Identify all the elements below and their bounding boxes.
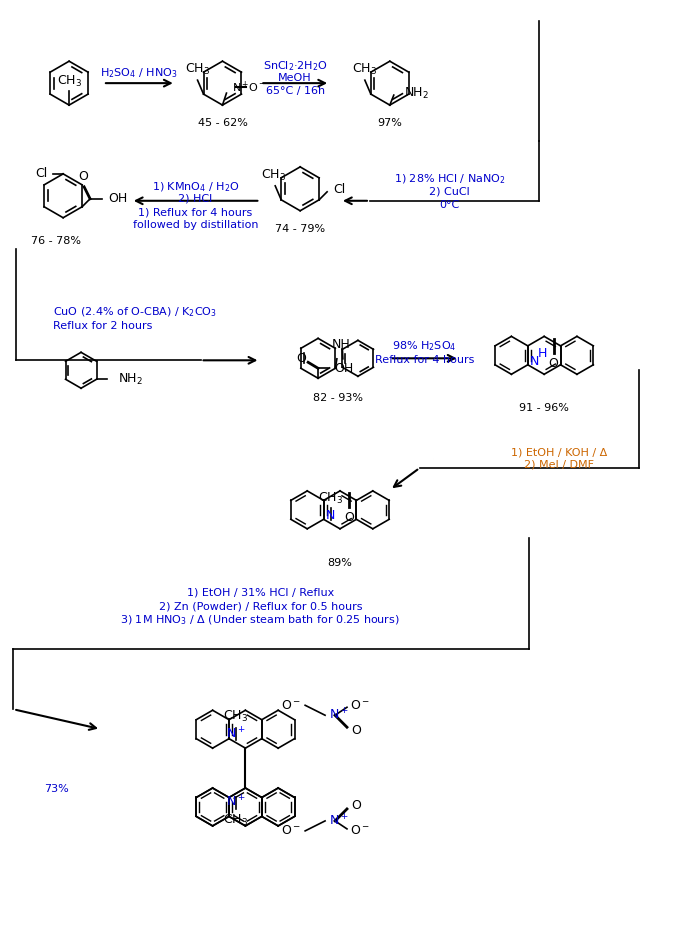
Text: 97%: 97% [377, 118, 402, 128]
Text: O: O [344, 512, 355, 524]
Text: O: O [351, 799, 361, 812]
Text: 45 - 62%: 45 - 62% [198, 118, 248, 128]
Text: OH: OH [334, 362, 353, 375]
Text: 1) 28% HCl / NaNO$_2$: 1) 28% HCl / NaNO$_2$ [394, 172, 505, 186]
Text: O: O [296, 352, 306, 364]
Text: N: N [326, 510, 336, 523]
Text: 0°C: 0°C [439, 200, 460, 210]
Text: NH$_2$: NH$_2$ [404, 86, 429, 101]
Text: NH$_2$: NH$_2$ [119, 372, 143, 387]
Text: N$^+$: N$^+$ [329, 813, 349, 829]
Text: N$^+$: N$^+$ [226, 795, 246, 810]
Text: CH$_3$: CH$_3$ [185, 62, 210, 77]
Text: 73%: 73% [44, 784, 68, 794]
Text: Reflux for 4 hours: Reflux for 4 hours [375, 355, 475, 365]
Text: 65°C / 16h: 65°C / 16h [265, 86, 325, 96]
Text: Cl: Cl [35, 167, 47, 180]
Text: N$^+$: N$^+$ [226, 726, 246, 742]
Text: 1) Reflux for 4 hours: 1) Reflux for 4 hours [138, 208, 253, 217]
Text: O$^-$: O$^-$ [350, 824, 370, 837]
Text: 91 - 96%: 91 - 96% [519, 403, 569, 413]
Text: 1) EtOH / 31% HCl / Reflux: 1) EtOH / 31% HCl / Reflux [187, 587, 334, 598]
Text: CH$_3$: CH$_3$ [224, 812, 248, 828]
Text: N$^+$: N$^+$ [233, 80, 250, 94]
Text: O: O [549, 357, 559, 370]
Text: O$^-$: O$^-$ [248, 81, 267, 93]
Text: O$^-$: O$^-$ [350, 698, 370, 711]
Text: 76 - 78%: 76 - 78% [31, 236, 81, 246]
Text: CuO (2.4% of O-CBA) / K$_2$CO$_3$: CuO (2.4% of O-CBA) / K$_2$CO$_3$ [53, 305, 217, 319]
Text: 98% H$_2$SO$_4$: 98% H$_2$SO$_4$ [392, 339, 457, 353]
Text: 1) KMnO$_4$ / H$_2$O: 1) KMnO$_4$ / H$_2$O [152, 180, 239, 193]
Text: SnCl$_2$·2H$_2$O: SnCl$_2$·2H$_2$O [263, 59, 327, 73]
Text: N: N [530, 355, 539, 368]
Text: MeOH: MeOH [278, 73, 312, 83]
Text: Reflux for 2 hours: Reflux for 2 hours [53, 321, 153, 331]
Text: O$^-$: O$^-$ [281, 698, 301, 711]
Text: CH$_3$: CH$_3$ [57, 74, 82, 89]
Text: 82 - 93%: 82 - 93% [313, 393, 363, 403]
Text: CH$_3$: CH$_3$ [261, 167, 286, 183]
Text: CH$_3$: CH$_3$ [318, 491, 343, 506]
Text: O: O [78, 170, 88, 183]
Text: NH: NH [331, 338, 351, 351]
Text: 3) 1M HNO$_3$ / Δ (Under steam bath for 0.25 hours): 3) 1M HNO$_3$ / Δ (Under steam bath for … [121, 613, 400, 627]
Text: N$^+$: N$^+$ [329, 708, 349, 723]
Text: 1) EtOH / KOH / Δ: 1) EtOH / KOH / Δ [511, 447, 607, 457]
Text: CH$_3$: CH$_3$ [353, 62, 377, 77]
Text: CH$_3$: CH$_3$ [224, 709, 248, 723]
Text: O: O [351, 723, 361, 736]
Text: O$^-$: O$^-$ [281, 824, 301, 837]
Text: 2) CuCl: 2) CuCl [429, 187, 470, 197]
Text: Cl: Cl [333, 183, 345, 196]
Text: 2) Zn (Powder) / Reflux for 0.5 hours: 2) Zn (Powder) / Reflux for 0.5 hours [159, 601, 362, 611]
Text: followed by distillation: followed by distillation [133, 220, 258, 229]
Text: H$_2$SO$_4$ / HNO$_3$: H$_2$SO$_4$ / HNO$_3$ [100, 67, 177, 80]
Text: 2) MeI / DMF: 2) MeI / DMF [524, 460, 594, 470]
Text: H: H [538, 347, 548, 360]
Text: 2) HCl: 2) HCl [179, 194, 213, 204]
Text: OH: OH [108, 192, 128, 205]
Text: 89%: 89% [327, 558, 353, 568]
Text: 74 - 79%: 74 - 79% [275, 224, 325, 234]
